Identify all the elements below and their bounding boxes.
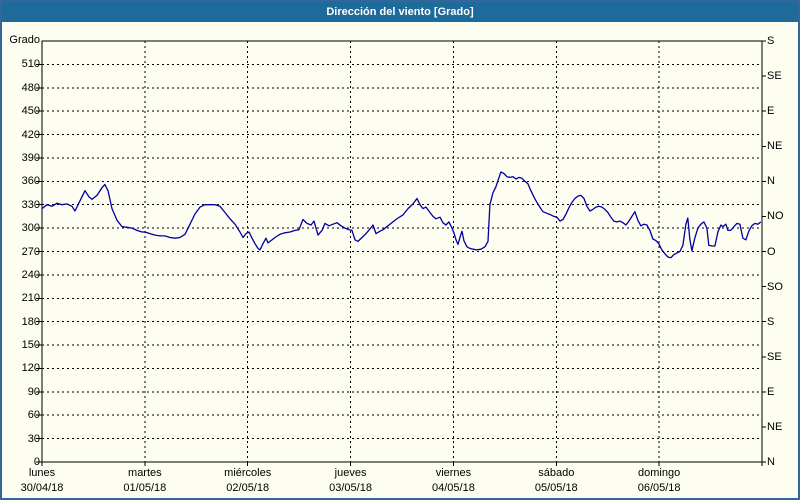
chart-title: Dirección del viento [Grado] [326, 6, 474, 18]
chart-title-bar: Dirección del viento [Grado] [2, 2, 798, 22]
y-axis-unit-label: Grado [9, 34, 40, 46]
wind-direction-series-line [41, 171, 762, 259]
